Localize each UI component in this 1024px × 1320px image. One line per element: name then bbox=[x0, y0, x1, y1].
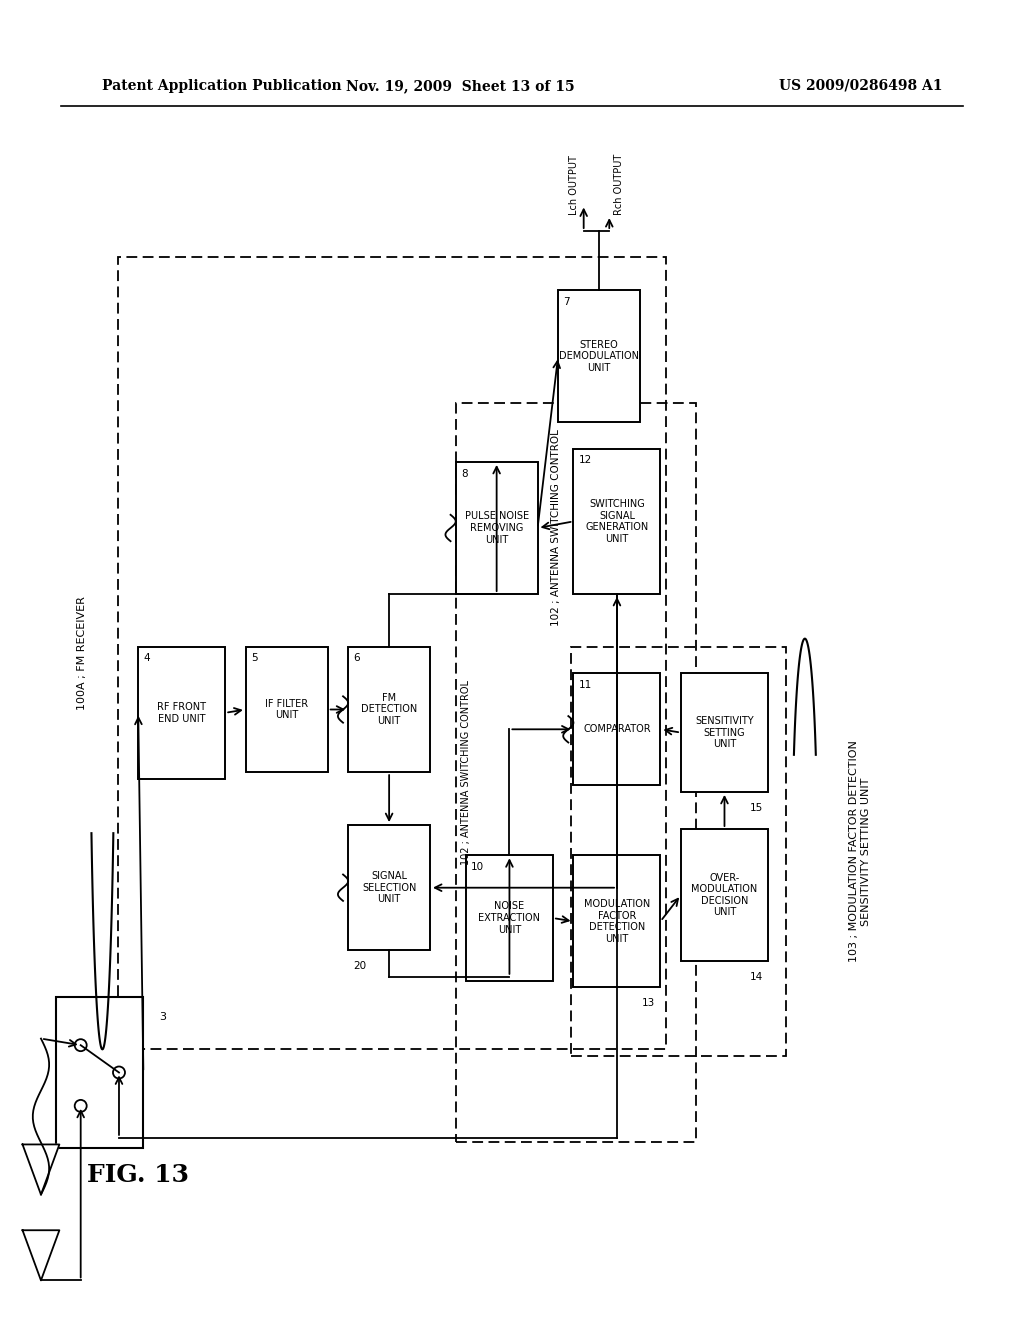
Bar bbox=[118, 257, 666, 1049]
Text: 20: 20 bbox=[353, 961, 367, 972]
Text: Patent Application Publication: Patent Application Publication bbox=[102, 79, 342, 92]
Text: NOISE
EXTRACTION
UNIT: NOISE EXTRACTION UNIT bbox=[478, 902, 541, 935]
Text: 102 ; ANTENNA SWITCHING CONTROL: 102 ; ANTENNA SWITCHING CONTROL bbox=[551, 429, 560, 626]
Bar bbox=[456, 403, 696, 1142]
Bar bbox=[246, 647, 328, 772]
Text: 10: 10 bbox=[471, 862, 484, 873]
Text: RF FRONT
END UNIT: RF FRONT END UNIT bbox=[158, 702, 206, 723]
Text: 13: 13 bbox=[642, 998, 655, 1008]
Text: STEREO
DEMODULATION
UNIT: STEREO DEMODULATION UNIT bbox=[559, 339, 639, 374]
Bar bbox=[681, 673, 768, 792]
Bar bbox=[573, 673, 660, 785]
Text: PULSE NOISE
REMOVING
UNIT: PULSE NOISE REMOVING UNIT bbox=[465, 511, 528, 545]
Bar bbox=[681, 829, 768, 961]
Text: 14: 14 bbox=[750, 972, 763, 982]
Text: SENSITIVITY
SETTING
UNIT: SENSITIVITY SETTING UNIT bbox=[695, 715, 754, 750]
Bar bbox=[573, 449, 660, 594]
Text: IF FILTER
UNIT: IF FILTER UNIT bbox=[265, 698, 308, 721]
Text: 8: 8 bbox=[461, 469, 467, 479]
Text: 6: 6 bbox=[353, 653, 359, 664]
Text: OVER-
MODULATION
DECISION
UNIT: OVER- MODULATION DECISION UNIT bbox=[691, 873, 758, 917]
Text: FIG. 13: FIG. 13 bbox=[87, 1163, 189, 1187]
Text: MODULATION
FACTOR
DETECTION
UNIT: MODULATION FACTOR DETECTION UNIT bbox=[584, 899, 650, 944]
Bar bbox=[466, 855, 553, 981]
Text: 11: 11 bbox=[579, 680, 592, 690]
Bar bbox=[573, 855, 660, 987]
Bar bbox=[348, 825, 430, 950]
Bar bbox=[56, 997, 143, 1148]
Text: Nov. 19, 2009  Sheet 13 of 15: Nov. 19, 2009 Sheet 13 of 15 bbox=[346, 79, 575, 92]
Text: US 2009/0286498 A1: US 2009/0286498 A1 bbox=[778, 79, 942, 92]
Bar bbox=[558, 290, 640, 422]
Text: SWITCHING
SIGNAL
GENERATION
UNIT: SWITCHING SIGNAL GENERATION UNIT bbox=[586, 499, 648, 544]
Text: COMPARATOR: COMPARATOR bbox=[583, 725, 651, 734]
Text: 15: 15 bbox=[750, 803, 763, 813]
Text: 5: 5 bbox=[251, 653, 257, 664]
Polygon shape bbox=[23, 1230, 59, 1280]
Bar bbox=[456, 462, 538, 594]
Bar bbox=[571, 647, 786, 1056]
Text: SIGNAL
SELECTION
UNIT: SIGNAL SELECTION UNIT bbox=[361, 871, 417, 904]
Text: 102 ; ANTENNA SWITCHING CONTROL: 102 ; ANTENNA SWITCHING CONTROL bbox=[461, 680, 471, 865]
Bar bbox=[348, 647, 430, 772]
Bar bbox=[138, 647, 225, 779]
Text: 7: 7 bbox=[563, 297, 569, 308]
Text: 103 ; MODULATION FACTOR DETECTION
SENSITIVITY SETTING UNIT: 103 ; MODULATION FACTOR DETECTION SENSIT… bbox=[849, 741, 871, 962]
Text: 12: 12 bbox=[579, 455, 592, 466]
Text: 3: 3 bbox=[159, 1011, 166, 1022]
Polygon shape bbox=[23, 1144, 59, 1195]
Text: FM
DETECTION
UNIT: FM DETECTION UNIT bbox=[361, 693, 417, 726]
Text: Lch OUTPUT: Lch OUTPUT bbox=[568, 154, 579, 215]
Text: 4: 4 bbox=[143, 653, 150, 664]
Text: 100A ; FM RECEIVER: 100A ; FM RECEIVER bbox=[77, 597, 87, 710]
Text: Rch OUTPUT: Rch OUTPUT bbox=[614, 154, 625, 215]
